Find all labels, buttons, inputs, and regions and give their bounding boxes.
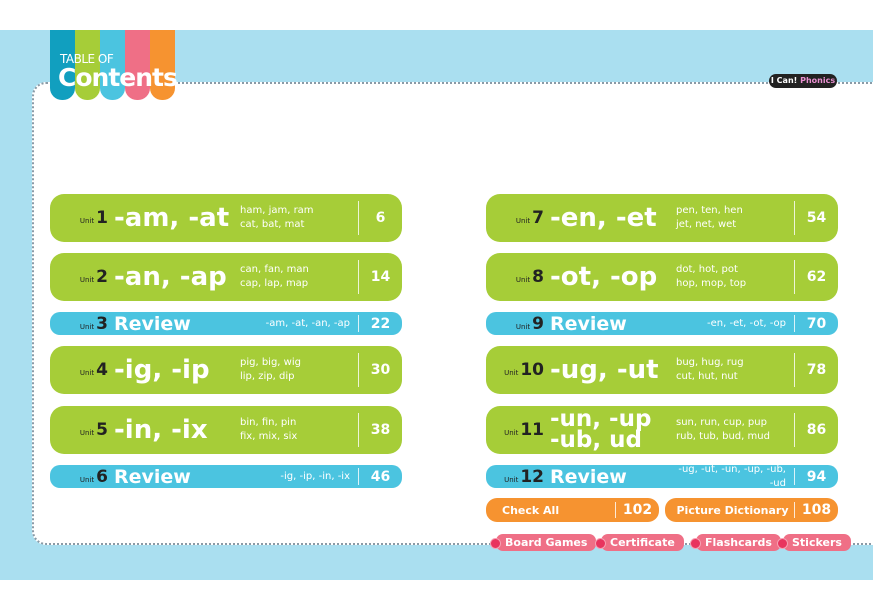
tab-board-games[interactable]: Board Games <box>489 534 597 551</box>
unit-words: -ig, -ip, -in, -ix <box>280 470 350 482</box>
tab-certificate[interactable]: Certificate <box>595 534 684 551</box>
page-number: 94 <box>794 468 838 485</box>
unit-words: can, fan, man cap, lap, map <box>240 264 309 289</box>
unit-label: Unit 7 <box>515 208 544 228</box>
unit-row-8[interactable]: Unit 8 -ot, -op dot, hot, pot hop, mop, to… <box>486 253 838 301</box>
unit-row-4[interactable]: Unit 4 -ig, -ip pig, big, wig lip, zip, di… <box>50 346 402 394</box>
unit-title: -ug, -ut <box>550 355 659 385</box>
unit-row-3[interactable]: Unit 3 Review -am, -at, -an, -ap 22 <box>50 312 402 335</box>
page-number: 14 <box>358 260 402 294</box>
unit-label: Unit 3 <box>79 313 108 334</box>
unit-row-9[interactable]: Unit 9 Review -en, -et, -ot, -op 70 <box>486 312 838 335</box>
page-number: 38 <box>358 413 402 447</box>
page-number: 30 <box>358 353 402 387</box>
unit-words: -ug, -ut, -un, -up, -ub, -ud <box>678 463 786 489</box>
unit-words: -en, -et, -ot, -op <box>707 317 786 329</box>
unit-label: Unit 8 <box>515 267 544 287</box>
unit-row-6[interactable]: Unit 6 Review -ig, -ip, -in, -ix 46 <box>50 465 402 488</box>
unit-title: -am, -at <box>114 203 230 233</box>
unit-row-12[interactable]: Unit 12 Review -ug, -ut, -un, -up, -ub, -… <box>486 463 838 489</box>
page-number: 70 <box>794 315 838 332</box>
picture-dictionary-button[interactable]: Picture Dictionary 108 <box>665 498 838 522</box>
tab-stickers[interactable]: Stickers <box>777 534 851 551</box>
unit-words: bin, fin, pin fix, mix, six <box>240 417 298 442</box>
unit-row-7[interactable]: Unit 7 -en, -et pen, ten, hen jet, net, we… <box>486 194 838 242</box>
page-number: 22 <box>358 315 402 332</box>
unit-label: Unit 4 <box>79 360 108 380</box>
unit-label: Unit 1 <box>79 208 108 228</box>
unit-label: Unit 6 <box>79 466 108 487</box>
unit-row-10[interactable]: Unit 10 -ug, -ut bug, hug, rug cut, hut, n… <box>486 346 838 394</box>
page-number: 108 <box>794 501 838 519</box>
tab-flashcards[interactable]: Flashcards <box>690 534 781 551</box>
unit-label: Unit 5 <box>79 420 108 440</box>
unit-row-2[interactable]: Unit 2 -an, -ap can, fan, man cap, lap, ma… <box>50 253 402 301</box>
brand-badge: I Can! Phonics <box>769 74 837 88</box>
unit-words: -am, -at, -an, -ap <box>265 317 350 329</box>
unit-words: dot, hot, pot hop, mop, top <box>676 264 747 289</box>
unit-row-11[interactable]: Unit 11 -un, -up -ub, ud sun, run, cup, p… <box>486 406 838 454</box>
unit-words: pen, ten, hen jet, net, wet <box>676 205 743 230</box>
label: Picture Dictionary <box>676 503 789 517</box>
unit-words: sun, run, cup, pup rub, tub, bud, mud <box>676 417 770 442</box>
unit-words: pig, big, wig lip, zip, dip <box>240 357 301 382</box>
label: Check All <box>502 503 560 517</box>
unit-title: Review <box>550 312 627 335</box>
unit-title: -in, -ix <box>114 415 208 445</box>
page-title: Contents <box>58 63 178 92</box>
unit-title: Review <box>550 465 627 488</box>
unit-title: -an, -ap <box>114 262 227 292</box>
page-number: 102 <box>615 501 659 519</box>
unit-label: Unit 2 <box>79 267 108 287</box>
page-number: 78 <box>794 353 838 387</box>
unit-title: -un, -up -ub, ud <box>550 406 652 453</box>
unit-label: Unit 11 <box>504 420 544 440</box>
title-small: TABLE OF <box>60 52 114 66</box>
unit-label: Unit 12 <box>504 466 544 487</box>
table-of-contents-logo: TABLE OF Contents <box>50 30 178 102</box>
page-number: 54 <box>794 201 838 235</box>
unit-title: Review <box>114 465 191 488</box>
unit-title: -en, -et <box>550 203 657 233</box>
unit-label: Unit 10 <box>504 360 544 380</box>
page-number: 46 <box>358 468 402 485</box>
unit-title: Review <box>114 312 191 335</box>
page-number: 6 <box>358 201 402 235</box>
unit-label: Unit 9 <box>515 313 544 334</box>
unit-row-5[interactable]: Unit 5 -in, -ix bin, fin, pin fix, mix, si… <box>50 406 402 454</box>
unit-title: -ot, -op <box>550 262 658 292</box>
check-all-button[interactable]: Check All 102 <box>486 498 659 522</box>
unit-row-1[interactable]: Unit 1 -am, -at ham, jam, ram cat, bat, ma… <box>50 194 402 242</box>
page-number: 62 <box>794 260 838 294</box>
page-number: 86 <box>794 413 838 447</box>
unit-words: ham, jam, ram cat, bat, mat <box>240 205 314 230</box>
unit-words: bug, hug, rug cut, hut, nut <box>676 357 744 382</box>
unit-title: -ig, -ip <box>114 355 210 385</box>
